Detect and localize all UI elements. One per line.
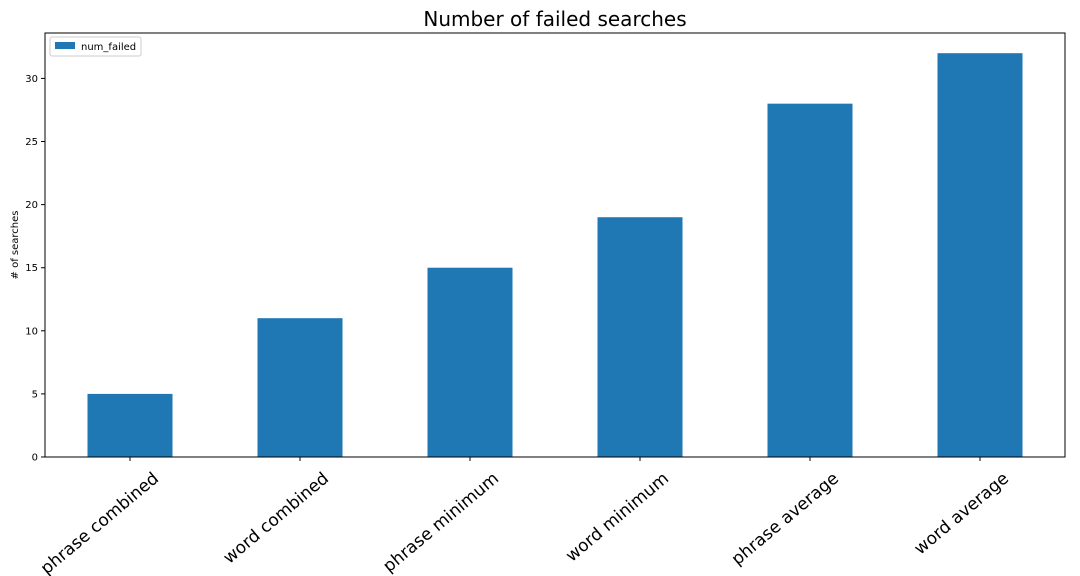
- x-tick-label: word combined: [220, 469, 333, 569]
- bar-word-average: [937, 53, 1023, 457]
- legend-swatch: [55, 42, 75, 49]
- legend-box: [49, 36, 142, 57]
- y-tick-label: 10: [25, 326, 38, 337]
- y-tick-label: 0: [32, 453, 38, 464]
- x-axis: phrase combined word combined phrase minim…: [37, 457, 1013, 576]
- bar-phrase-average: [767, 103, 853, 458]
- x-tick-label: phrase average: [728, 469, 843, 570]
- chart-title: Number of failed searches: [423, 7, 686, 31]
- y-axis: 0 5 10 15 20 25 30: [25, 74, 45, 464]
- bar-word-combined: [257, 318, 343, 457]
- x-tick-label: phrase minimum: [379, 469, 502, 576]
- bar-phrase-combined: [87, 393, 173, 457]
- plot-frame: [44, 32, 1066, 458]
- bars-layer: [87, 53, 1023, 458]
- bar-word-minimum: [597, 217, 683, 457]
- legend: num_failed: [49, 36, 142, 57]
- x-tick-label: phrase combined: [37, 469, 163, 576]
- y-tick-label: 30: [25, 74, 38, 85]
- bar-phrase-minimum: [427, 267, 513, 457]
- y-tick-label: 25: [25, 137, 38, 148]
- y-tick-label: 5: [32, 389, 38, 400]
- y-axis-label: # of searches: [10, 211, 21, 280]
- legend-label: num_failed: [81, 42, 136, 53]
- y-tick-label: 20: [25, 200, 38, 211]
- x-tick-label: word average: [911, 469, 1013, 559]
- y-tick-label: 15: [25, 263, 38, 274]
- x-tick-label: word minimum: [562, 469, 673, 567]
